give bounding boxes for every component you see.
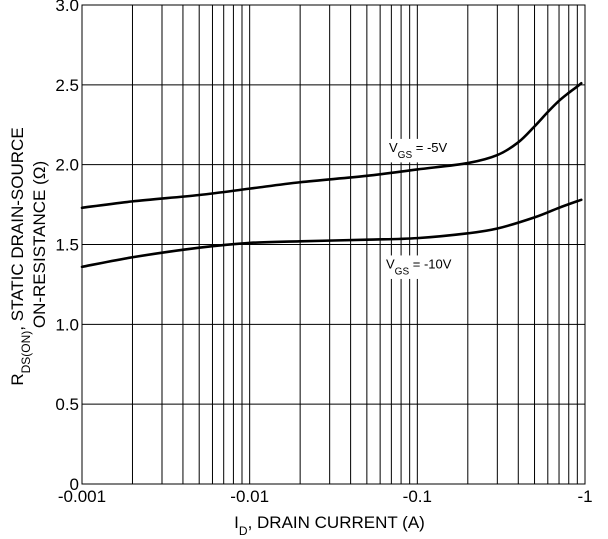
series-label-subscript: GS	[395, 266, 410, 277]
series-label-vgs-5v: VGS = -5V	[387, 138, 450, 163]
series-label-vgs-10v: VGS = -10V	[384, 255, 454, 279]
y-axis-label-main: R	[8, 373, 27, 385]
y-tick-label: 2.0	[55, 156, 79, 175]
series-label-subscript: GS	[398, 149, 413, 160]
y-tick-label: 0	[70, 475, 79, 494]
series-label-background	[387, 138, 450, 163]
series-label-value: = -10V	[409, 256, 452, 271]
series-label-text: VGS = -10V	[386, 256, 452, 277]
series-label-background	[384, 255, 454, 279]
plot-frame	[81, 4, 586, 485]
y-axis-label-subscript: DS(ON)	[19, 331, 33, 374]
x-tick-label: -1	[577, 487, 592, 506]
grid	[81, 4, 586, 485]
x-axis-label: ID, DRAIN CURRENT (A)	[234, 513, 425, 538]
x-axis-label-rest: , DRAIN CURRENT (A)	[248, 513, 425, 532]
series-label-main: V	[386, 256, 395, 271]
y-tick-label: 3.0	[55, 0, 79, 15]
y-tick-label: 1.5	[55, 236, 79, 255]
x-axis-label-main: I	[234, 513, 239, 532]
series-group	[80, 81, 583, 269]
x-axis-label-subscript: D	[239, 524, 248, 538]
y-axis-label-line2: ON-RESISTANCE (Ω)	[30, 161, 49, 328]
y-tick-label: 0.5	[55, 395, 79, 414]
series-label-text: VGS = -5V	[389, 140, 447, 161]
series-line-vgs-10v	[80, 198, 583, 269]
x-tick-label: -0.1	[403, 487, 432, 506]
y-axis-label-line1: RDS(ON), STATIC DRAIN-SOURCE	[8, 127, 33, 385]
series-label-main: V	[389, 140, 398, 155]
y-tick-label: 2.5	[55, 76, 79, 95]
x-tick-label: -0.001	[58, 487, 106, 506]
series-line-vgs-5v	[80, 81, 583, 210]
series-label-value: = -5V	[412, 140, 447, 155]
y-axis-label-rest: , STATIC DRAIN-SOURCE	[8, 127, 27, 330]
x-tick-label: -0.01	[230, 487, 269, 506]
y-tick-label: 1.0	[55, 315, 79, 334]
